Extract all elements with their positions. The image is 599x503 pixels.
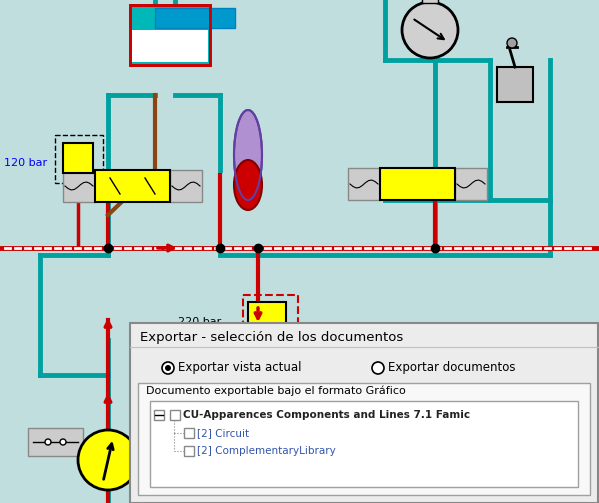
- Bar: [248, 302, 286, 340]
- Text: 120 bar: 120 bar: [4, 158, 47, 168]
- Bar: [155, 8, 235, 28]
- Text: [2] ComplementaryLibrary: [2] ComplementaryLibrary: [197, 446, 336, 456]
- Bar: [422, 0, 438, 3]
- Bar: [455, 168, 487, 200]
- Text: Exportar vista actual: Exportar vista actual: [178, 362, 301, 375]
- Bar: [348, 168, 380, 200]
- Bar: [184, 428, 194, 438]
- Circle shape: [60, 439, 66, 445]
- Text: CU-Apparences Components and Lines 7.1 Famic: CU-Apparences Components and Lines 7.1 F…: [183, 410, 470, 420]
- Bar: [133, 326, 599, 503]
- Bar: [184, 446, 194, 456]
- Bar: [63, 170, 95, 202]
- Bar: [95, 170, 170, 202]
- Bar: [130, 323, 598, 503]
- Ellipse shape: [234, 160, 262, 210]
- Bar: [130, 5, 210, 65]
- Bar: [138, 383, 590, 495]
- Bar: [63, 143, 93, 173]
- Text: Exportar documentos: Exportar documentos: [388, 362, 516, 375]
- Bar: [170, 170, 202, 202]
- Bar: [497, 67, 533, 102]
- Circle shape: [162, 362, 174, 374]
- Text: [2] Circuit: [2] Circuit: [197, 428, 249, 438]
- Circle shape: [372, 362, 384, 374]
- Ellipse shape: [234, 110, 262, 200]
- Circle shape: [165, 365, 171, 371]
- Text: 220 bar: 220 bar: [178, 317, 221, 327]
- Circle shape: [78, 430, 138, 490]
- Circle shape: [210, 439, 216, 445]
- Bar: [380, 168, 455, 200]
- Circle shape: [507, 38, 517, 48]
- Bar: [170, 410, 180, 420]
- Bar: [132, 30, 208, 62]
- Text: Exportar - selección de los documentos: Exportar - selección de los documentos: [140, 330, 403, 344]
- Bar: [28, 428, 83, 456]
- Bar: [150, 401, 578, 487]
- Text: Documento exportable bajo el formato Gráfico: Documento exportable bajo el formato Grá…: [146, 386, 406, 396]
- Circle shape: [45, 439, 51, 445]
- Circle shape: [225, 439, 231, 445]
- Bar: [154, 410, 164, 420]
- Bar: [130, 5, 210, 65]
- Bar: [55, 135, 103, 183]
- Circle shape: [402, 2, 458, 58]
- Bar: [193, 428, 248, 456]
